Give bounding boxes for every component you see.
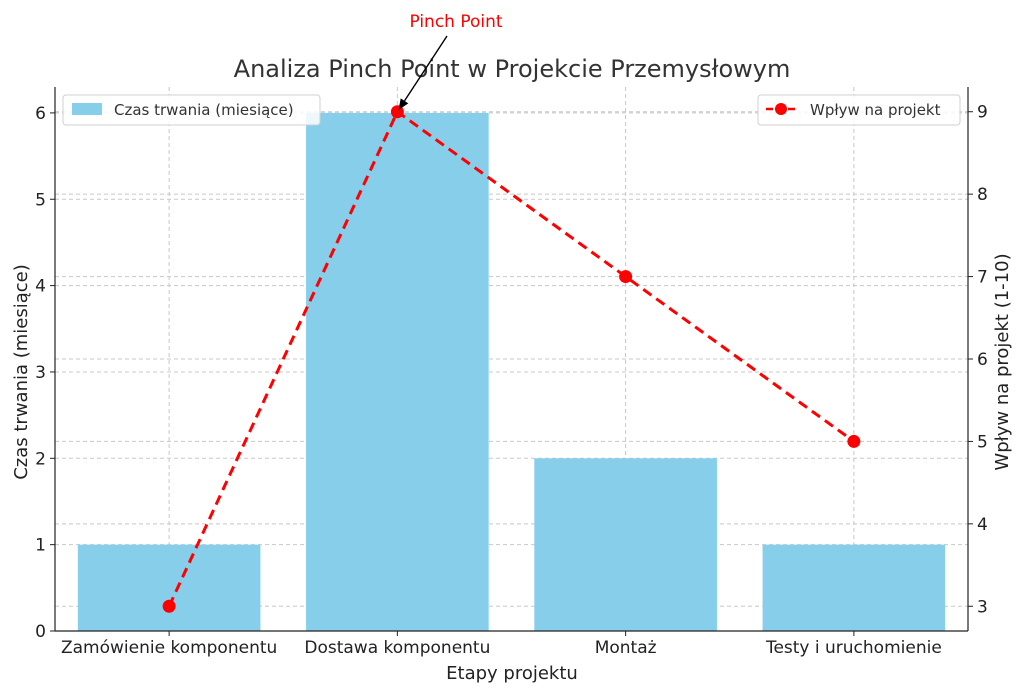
left-y-tick-label: 6 — [35, 104, 46, 124]
bar — [534, 458, 717, 631]
right-y-axis-title: Wpływ na projekt (1-10) — [992, 253, 1013, 470]
left-y-tick-label: 3 — [35, 363, 46, 383]
pinch-point-arrow-head — [398, 98, 409, 111]
impact-point — [847, 434, 861, 448]
right-y-tick-label: 7 — [977, 268, 988, 288]
impact-point — [162, 599, 176, 613]
bar-legend-swatch — [72, 103, 102, 115]
bar — [762, 544, 946, 631]
grid — [55, 87, 968, 632]
left-y-tick-labels: 0 1 2 3 4 5 6 — [35, 104, 55, 642]
line-legend: Wpływ na projekt — [757, 94, 961, 126]
x-tick-label: Testy i uruchomienie — [765, 638, 942, 658]
bars — [77, 112, 946, 631]
left-y-tick-label: 0 — [35, 622, 46, 642]
right-y-tick-label: 5 — [977, 432, 988, 452]
x-tick-label: Dostawa komponentu — [304, 638, 490, 658]
bar — [306, 112, 489, 631]
right-y-tick-label: 8 — [977, 185, 988, 205]
right-y-tick-label: 4 — [977, 515, 988, 535]
pinch-point-arrow — [403, 35, 448, 102]
pinch-point-annotation: Pinch Point — [398, 12, 503, 111]
chart-title: Analiza Pinch Point w Projekcie Przemysł… — [234, 55, 791, 83]
line-legend-marker — [775, 103, 787, 115]
right-y-tick-label: 6 — [977, 350, 988, 370]
x-axis-title: Etapy projektu — [446, 663, 578, 684]
left-y-tick-label: 5 — [35, 190, 46, 210]
left-y-tick-label: 2 — [35, 449, 46, 469]
impact-point — [619, 270, 633, 284]
right-y-tick-label: 9 — [977, 103, 988, 123]
bar-legend-label: Czas trwania (miesiące) — [114, 101, 294, 119]
impact-line — [167, 109, 855, 607]
x-tick-label: Montaż — [595, 638, 657, 658]
line-legend-label: Wpływ na projekt — [810, 101, 941, 119]
left-y-axis-title: Czas trwania (miesiące) — [11, 264, 32, 480]
right-y-tick-label: 3 — [977, 597, 988, 617]
pinch-point-label: Pinch Point — [409, 12, 502, 32]
x-tick-labels: Zamówienie komponentu Dostawa komponentu M… — [61, 631, 942, 658]
left-y-tick-label: 1 — [35, 536, 46, 556]
bar-legend: Czas trwania (miesiące) — [62, 94, 321, 126]
bar — [77, 544, 261, 631]
left-y-tick-label: 4 — [35, 277, 46, 297]
x-tick-label: Zamówienie komponentu — [61, 638, 277, 658]
right-y-tick-labels: 3 4 5 6 7 8 9 — [968, 103, 988, 617]
